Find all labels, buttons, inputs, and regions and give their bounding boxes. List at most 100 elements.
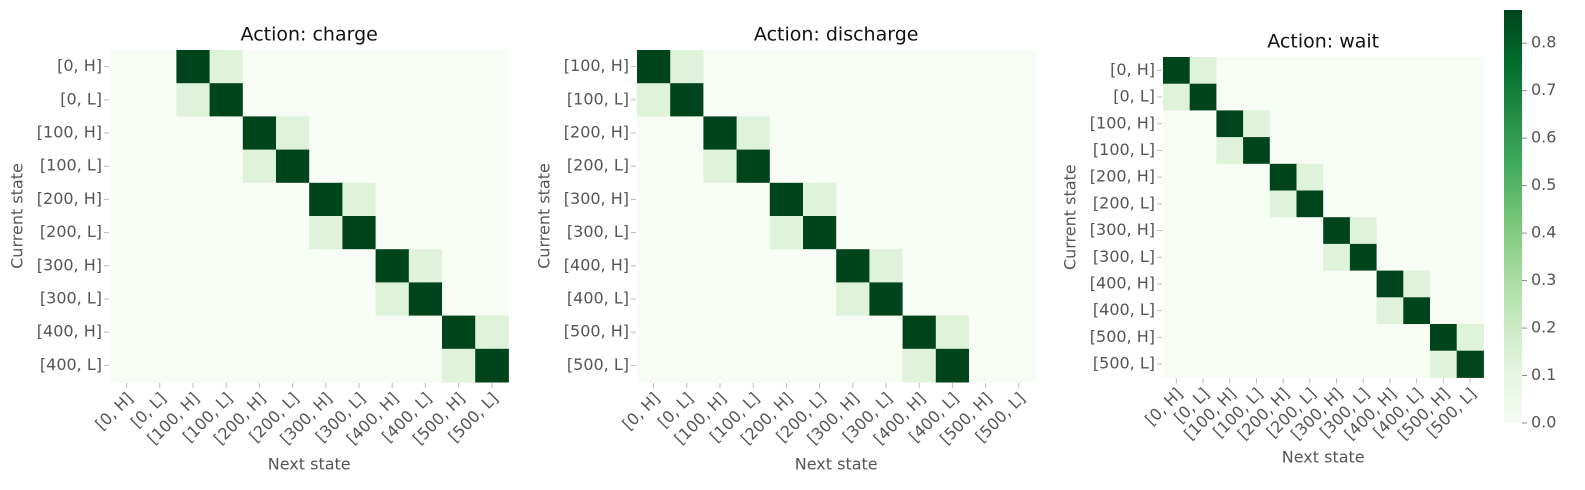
heatmap-cell (475, 249, 509, 283)
heatmap-cell (1430, 190, 1458, 218)
heatmap-cell (342, 116, 377, 151)
heatmap-cell (1403, 83, 1431, 111)
heatmap-cell (1349, 243, 1378, 272)
heatmap-cell (1269, 137, 1297, 165)
heatmap-cell (309, 282, 343, 317)
heatmap-cell (276, 348, 310, 383)
y-axis-label: Current state (8, 163, 27, 269)
heatmap-cell (1189, 324, 1217, 352)
y-tick-label: [400, L] (567, 289, 629, 308)
heatmap-cell (442, 282, 476, 317)
colorbar-tick-label: 0.0 (1531, 413, 1556, 432)
heatmap-cell (736, 282, 771, 317)
heatmap-cell (242, 116, 277, 151)
y-tick-label: [100, H] (1090, 113, 1155, 132)
colorbar-tick-label: 0.5 (1531, 175, 1556, 194)
heatmap-cell (110, 83, 144, 117)
heatmap-cell (1163, 217, 1191, 245)
heatmap-cell (1430, 137, 1458, 165)
y-axis-label: Current state (535, 163, 554, 269)
heatmap-cell (1002, 50, 1036, 84)
heatmap-cell (736, 348, 771, 383)
heatmap-cell (836, 216, 870, 250)
heatmap-cell (1376, 83, 1404, 111)
heatmap-cell (902, 50, 937, 84)
heatmap-cell (1349, 217, 1378, 245)
heatmap-cell (1403, 297, 1431, 325)
heatmap-cell (242, 83, 277, 117)
heatmap-cell (1216, 57, 1244, 85)
x-axis-label: Next state (1282, 448, 1365, 467)
heatmap-cell (209, 249, 244, 283)
heatmap-cell (935, 50, 970, 84)
heatmap-cell (769, 216, 804, 250)
heatmap-cell (475, 83, 509, 117)
heatmap-cell (1430, 324, 1458, 352)
heatmap-cell (1002, 116, 1036, 151)
heatmap-cell (1430, 163, 1458, 191)
heatmap-cell (869, 315, 904, 350)
heatmap-cell (836, 249, 870, 283)
heatmap-cell (670, 348, 704, 383)
heatmap-cell (309, 182, 343, 217)
heatmap-cell (309, 348, 343, 383)
heatmap-cell (1189, 243, 1217, 272)
heatmap-cell (375, 282, 410, 317)
heatmap-cell (1403, 137, 1431, 165)
heatmap-cell (769, 116, 804, 151)
heatmap-cell (143, 282, 177, 317)
heatmap-cell (276, 216, 310, 250)
heatmap-cell (1323, 137, 1351, 165)
y-tick-label: [300, H] (564, 189, 629, 208)
heatmap-cell (209, 83, 244, 117)
heatmap-cell (110, 216, 144, 250)
heatmap-cell (209, 348, 244, 383)
heatmap-cell (1296, 83, 1324, 111)
heatmap-cell (1002, 282, 1036, 317)
heatmap-cell (1349, 324, 1378, 352)
heatmap-cell (475, 348, 509, 383)
heatmap-cell (803, 50, 837, 84)
heatmap-cell (1216, 217, 1244, 245)
heatmap-cell (442, 50, 476, 84)
heatmap-cell (309, 50, 343, 84)
heatmap-cell (1430, 217, 1458, 245)
heatmap-cell (1349, 350, 1378, 378)
heatmap-cell (408, 348, 443, 383)
heatmap-cell (1323, 163, 1351, 191)
heatmap-cell (1323, 243, 1351, 272)
heatmap-cell (342, 348, 377, 383)
heatmap-cell (408, 282, 443, 317)
heatmap-cell (1163, 110, 1191, 138)
heatmap-cell (1216, 110, 1244, 138)
heatmap-cell (408, 83, 443, 117)
heatmap-cell (176, 315, 211, 350)
heatmap-cell (1163, 297, 1191, 325)
heatmap-cell (309, 149, 343, 184)
y-tick-label: [400, H] (1090, 273, 1155, 292)
heatmap-cell (143, 348, 177, 383)
heatmap-cell (110, 149, 144, 184)
heatmap-cell (375, 315, 410, 350)
heatmap-cell (1456, 83, 1484, 111)
heatmap-cell (803, 83, 837, 117)
colorbar-tick-label: 0.6 (1531, 128, 1556, 147)
heatmap-cell (1403, 57, 1431, 85)
heatmap-cell (736, 50, 771, 84)
heatmap-cell (143, 315, 177, 350)
heatmap-cell (1296, 324, 1324, 352)
heatmap-cell (769, 83, 804, 117)
heatmap-cell (143, 50, 177, 84)
heatmap-cell (1349, 297, 1378, 325)
heatmap-cell (1349, 163, 1378, 191)
heatmap-cell (670, 282, 704, 317)
heatmap-cell (1403, 324, 1431, 352)
heatmap-cell (1456, 270, 1484, 298)
heatmap-cell (836, 50, 870, 84)
heatmap-cell (342, 149, 377, 184)
heatmap-cell (703, 116, 738, 151)
heatmap-cell (375, 50, 410, 84)
heatmap-cell (1403, 243, 1431, 272)
x-tick-label: [0, H] (618, 389, 663, 434)
heatmap-cell (935, 315, 970, 350)
